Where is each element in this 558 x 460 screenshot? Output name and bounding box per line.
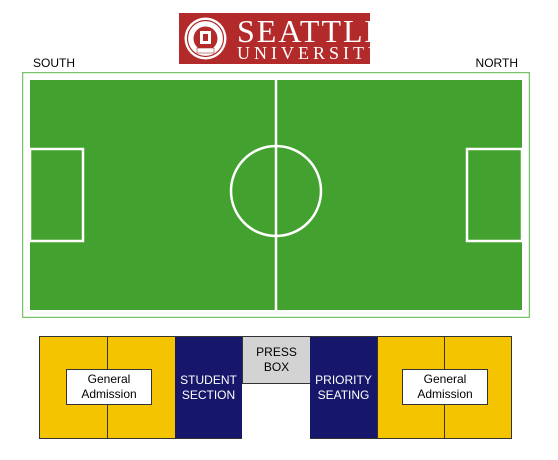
general-admission-north-label: General Admission	[402, 369, 488, 405]
press-box-label: PRESS BOX	[256, 345, 297, 374]
general-admission-south[interactable]: General Admission	[39, 336, 176, 439]
student-section-label: STUDENT SECTION	[180, 372, 237, 402]
north-label: NORTH	[475, 56, 518, 70]
south-penalty-box	[28, 147, 85, 243]
student-section[interactable]: STUDENT SECTION	[175, 336, 242, 439]
university-seal-icon	[184, 17, 227, 60]
south-label: SOUTH	[33, 56, 75, 70]
general-admission-south-label: General Admission	[66, 369, 152, 405]
press-box[interactable]: PRESS BOX	[242, 336, 311, 384]
logo-line-2: UNIVERSITY	[237, 43, 385, 63]
north-penalty-box	[465, 147, 524, 243]
seattle-university-logo: SEATTLE UNIVERSITY	[179, 13, 384, 64]
seating-chart: General Admission STUDENT SECTION PRESS …	[39, 336, 512, 439]
soccer-field	[22, 72, 530, 318]
general-admission-north[interactable]: General Admission	[377, 336, 512, 439]
priority-seating-label: PRIORITY SEATING	[315, 372, 372, 402]
logo-line-1: SEATTLE	[237, 13, 387, 49]
center-circle	[229, 144, 323, 238]
priority-seating[interactable]: PRIORITY SEATING	[310, 336, 377, 439]
